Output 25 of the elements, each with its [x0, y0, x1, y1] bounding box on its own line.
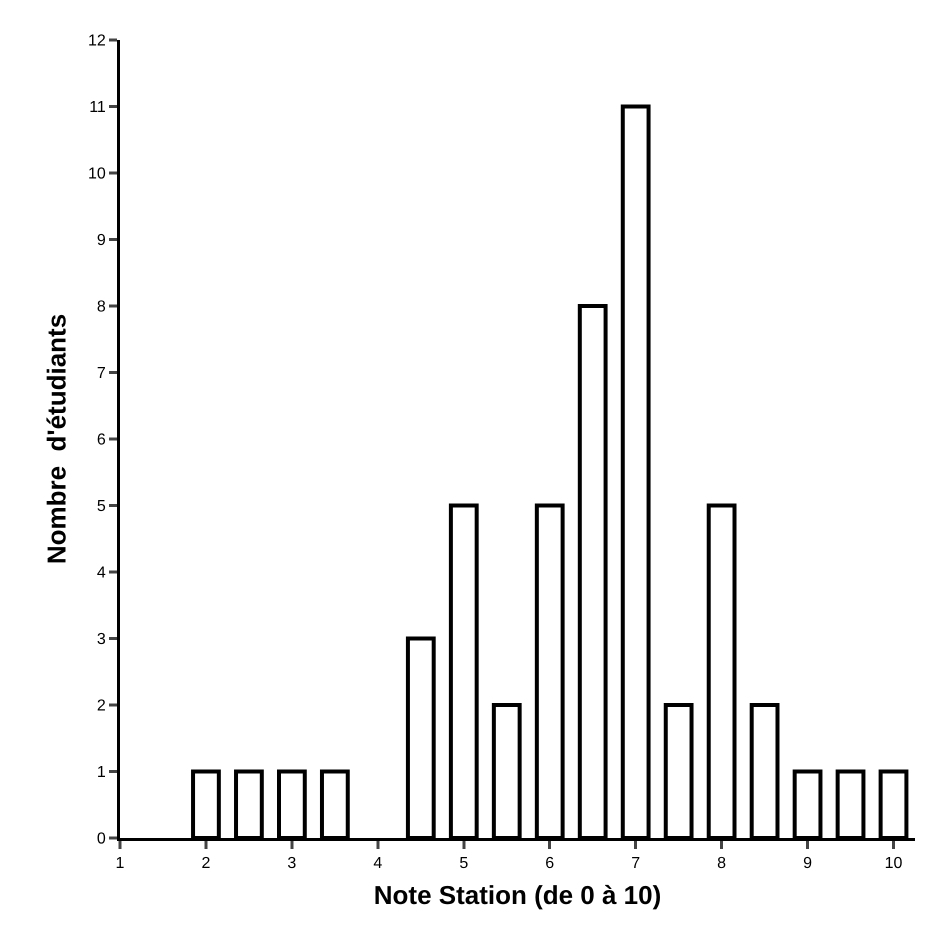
y-tick-label: 9: [96, 232, 106, 250]
x-axis-title: Note Station (de 0 à 10): [374, 880, 662, 910]
y-tick-label: 1: [96, 764, 106, 782]
x-tick-label: 8: [717, 855, 726, 872]
y-tick-label: 12: [88, 32, 106, 50]
y-tick-label: 3: [96, 631, 106, 648]
x-tick-label: 2: [201, 855, 210, 872]
y-tick-label: 10: [88, 166, 106, 183]
x-tick-label: 5: [459, 855, 468, 872]
x-tick-label: 1: [116, 855, 125, 872]
y-tick-label: 0: [96, 830, 106, 848]
y-tick-label: 6: [96, 432, 106, 449]
x-tick-label: 3: [287, 855, 296, 872]
y-tick-label: 7: [96, 365, 106, 382]
x-tick-label: 7: [631, 855, 640, 872]
y-tick-label: 8: [96, 298, 106, 316]
y-tick-label: 2: [96, 698, 106, 715]
x-tick-label: 6: [545, 855, 554, 872]
x-tick-label: 4: [373, 855, 382, 872]
y-tick-label: 4: [96, 564, 106, 582]
y-tick-label: 5: [96, 498, 106, 516]
y-tick-label: 11: [89, 99, 106, 116]
x-tick-label: 10: [884, 855, 903, 872]
x-tick-label: 9: [803, 855, 812, 872]
y-axis-title: Nombre d'étudiants: [41, 314, 72, 564]
